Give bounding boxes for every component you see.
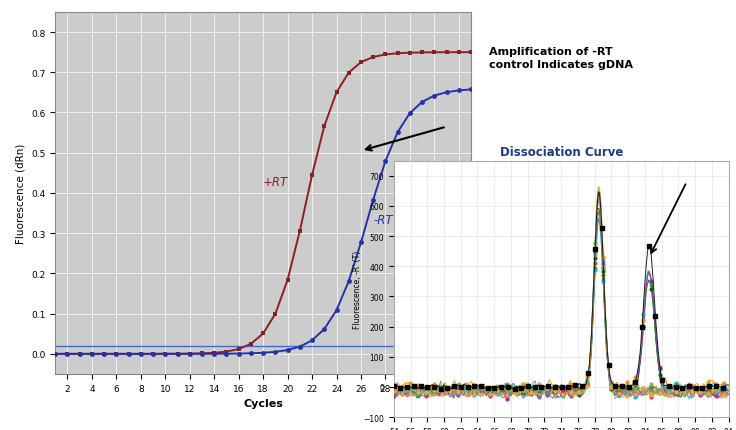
Y-axis label: Fluorescence, -R' (T): Fluorescence, -R' (T) [353, 250, 362, 328]
Text: -RT: -RT [373, 214, 393, 227]
Text: +RT: +RT [263, 175, 289, 188]
Title: Dissociation Curve: Dissociation Curve [500, 146, 623, 159]
Y-axis label: Fluorescence (dRn): Fluorescence (dRn) [15, 144, 26, 243]
X-axis label: Cycles: Cycles [243, 398, 283, 408]
Text: Amplification of -RT
control Indicates gDNA: Amplification of -RT control Indicates g… [489, 47, 634, 70]
